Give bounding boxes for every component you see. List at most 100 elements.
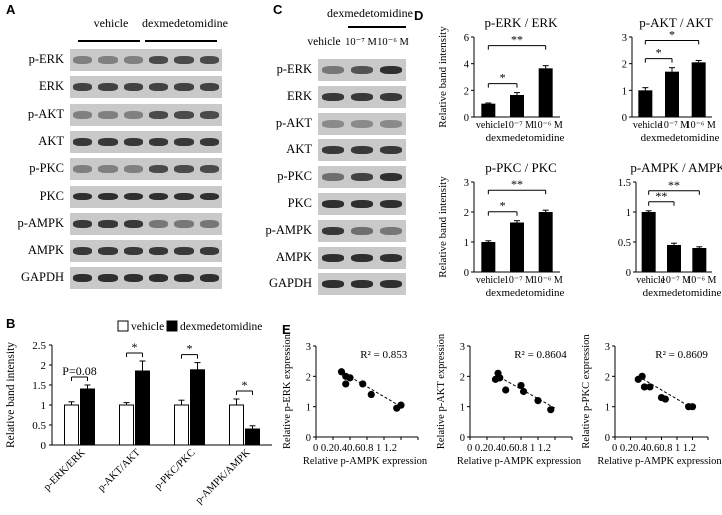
d-y-tick-label: 2 <box>464 86 469 97</box>
d-x-tick-label: 10⁻⁶ M <box>533 275 563 286</box>
blot-band <box>174 110 194 119</box>
blot-strip-p-ampk <box>70 212 222 235</box>
e-y-axis-label: Relative p-ERK expression <box>282 333 293 449</box>
e-y-tick-label: 2 <box>306 372 311 383</box>
b-legend-vehicle-label: vehicle <box>131 321 164 333</box>
e-data-point <box>342 380 350 388</box>
e-x-axis-label: Relative p-AMPK expression <box>457 456 582 467</box>
e-data-point <box>519 387 528 396</box>
blot-band <box>380 119 403 128</box>
e-data-point <box>397 401 405 409</box>
e-trendline <box>495 374 556 409</box>
d-sig-label: ** <box>511 177 523 191</box>
e-x-axis-label: Relative p-AMPK expression <box>303 456 428 467</box>
blot-label-ampk: AMPK <box>275 249 312 264</box>
d-bar <box>665 71 679 117</box>
blot-strip-p-ampk <box>318 219 406 242</box>
panel-c-dex-header: dexmedetomidine <box>327 6 413 20</box>
blot-band <box>199 192 219 201</box>
e-x-tick-labels: 0 0.20.40.60.8 1 1.2 <box>313 443 397 454</box>
blot-strip-p-pkc <box>318 166 406 189</box>
e-y-axis-label: Relative p-AKT expression <box>436 333 447 449</box>
b-bar-vehicle <box>119 404 134 446</box>
d-bar <box>691 62 706 117</box>
e-data-point <box>359 380 367 388</box>
blot-band <box>350 226 374 235</box>
d-x-tick-label: 10⁻⁷ M <box>661 275 691 286</box>
blot-band <box>380 253 403 262</box>
blot-band <box>174 165 194 174</box>
e-r-squared: R² = 0.8609 <box>655 349 708 361</box>
blot-band <box>199 110 219 119</box>
b-bar-vehicle <box>174 404 189 446</box>
blot-band <box>73 165 93 174</box>
blot-label-akt: AKT <box>38 133 64 148</box>
blot-label-p-ampk: p-AMPK <box>17 215 64 230</box>
b-y-tick-label: 2 <box>41 360 47 372</box>
blot-band <box>73 247 93 256</box>
blot-strip-p-erk <box>318 59 406 81</box>
panel-a-dex-underline <box>145 40 217 42</box>
e-y-tick-label: 3 <box>306 342 311 353</box>
b-y-tick-label: 2.5 <box>32 340 46 352</box>
blot-label-erk: ERK <box>39 79 64 94</box>
blot-strip-erk <box>318 85 406 108</box>
blot-band <box>73 274 93 283</box>
blot-band <box>123 219 143 228</box>
d-sig-label: * <box>500 71 506 85</box>
d-sig-label: * <box>669 27 675 41</box>
blot-band <box>199 56 219 64</box>
blot-band <box>380 226 403 235</box>
blot-band <box>199 247 219 256</box>
b-y-tick-label: 1 <box>41 400 47 412</box>
e-data-point <box>640 383 649 391</box>
blot-band <box>149 192 169 201</box>
blot-band <box>321 92 344 101</box>
blot-strip-gapdh <box>70 267 222 290</box>
e-data-point <box>661 395 669 403</box>
panel-a-letter: A <box>6 2 16 17</box>
d-group-label: dexmedetomidine <box>486 132 565 144</box>
d-bar <box>481 103 496 117</box>
blot-label-gapdh: GAPDH <box>268 276 312 291</box>
blot-strip-ampk <box>70 240 222 263</box>
d-bar <box>692 248 707 272</box>
blot-band <box>73 56 93 64</box>
d-y-tick-label: 2 <box>464 208 469 219</box>
panel-a-vehicle-header: vehicle <box>93 16 129 30</box>
d-bar <box>510 95 524 117</box>
blot-label-gapdh: GAPDH <box>20 270 64 285</box>
blot-strip-p-erk <box>70 49 222 71</box>
blot-band <box>380 66 403 74</box>
blot-label-akt: AKT <box>286 142 312 157</box>
blot-band <box>174 274 194 283</box>
e-data-point <box>547 406 555 414</box>
panel-a-vehicle-underline <box>78 40 140 42</box>
d-x-tick-label: 10⁻⁷ M <box>504 120 534 131</box>
blot-band <box>174 56 194 64</box>
d-y-tick-label: 0 <box>622 113 627 124</box>
blot-band <box>321 119 344 128</box>
blot-band <box>98 110 118 119</box>
d-sig-label: ** <box>668 178 680 192</box>
b-y-axis-label: Relative band intensity <box>5 342 17 448</box>
e-y-tick-label: 0 <box>605 433 610 444</box>
e-y-tick-label: 2 <box>605 372 610 383</box>
blot-band <box>98 274 118 283</box>
panel-e-letter: E <box>282 322 291 337</box>
blot-strip-gapdh <box>318 273 406 296</box>
blot-band <box>174 247 194 256</box>
blot-label-p-ampk: p-AMPK <box>265 222 312 237</box>
e-data-point <box>638 372 646 380</box>
d-chart-title: p-ERK / ERK <box>485 15 559 30</box>
b-sig-label: * <box>242 378 248 392</box>
d-y-tick-label: 3 <box>464 178 469 189</box>
blot-band <box>149 56 169 64</box>
blot-band <box>149 219 169 228</box>
d-y-tick-label: 3 <box>622 33 627 44</box>
blot-band <box>350 280 374 289</box>
d-bar <box>641 212 656 272</box>
d-sig-label: * <box>500 199 506 213</box>
blot-band <box>380 146 403 155</box>
